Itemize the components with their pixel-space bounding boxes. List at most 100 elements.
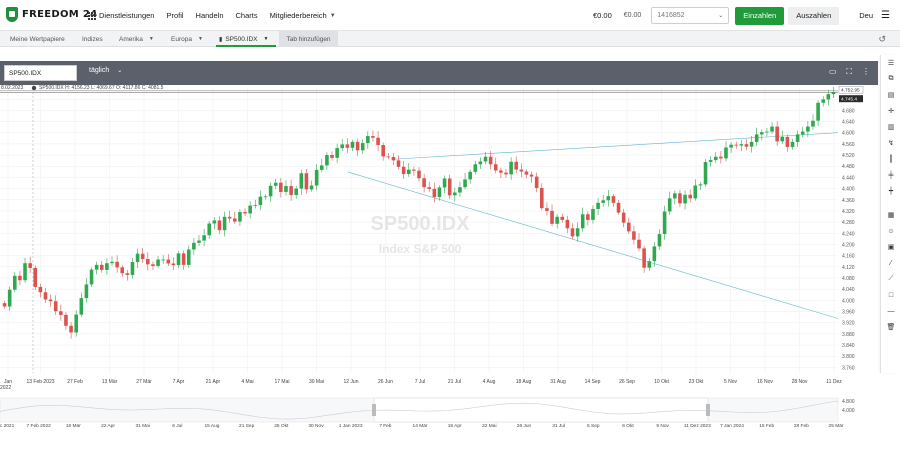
candle-body bbox=[294, 188, 298, 196]
price-tick-label: 4.240 bbox=[842, 231, 855, 237]
date-tick-label: 17 Mai bbox=[274, 379, 289, 385]
candle-body bbox=[749, 141, 754, 147]
trendline-icon[interactable]: ⁄ bbox=[890, 259, 892, 267]
candle-body bbox=[74, 314, 78, 333]
watermark-name: Index S&P 500 bbox=[379, 242, 462, 256]
candle-body bbox=[529, 174, 534, 177]
date-tick-label: 7 Jul bbox=[415, 379, 426, 385]
trash-icon[interactable]: 🗑 bbox=[886, 324, 896, 331]
tab-amerika[interactable]: Amerika ▼ bbox=[119, 35, 154, 43]
nav-date-label: 14 Mär bbox=[413, 423, 428, 429]
nav-date-label: 7 Feb bbox=[379, 423, 392, 429]
candle-body bbox=[217, 220, 222, 231]
interval-select[interactable]: täglich ⌄ bbox=[89, 67, 123, 74]
price-chart[interactable]: SP500.IDX Index S&P 500 4.7204.6804.6404… bbox=[0, 85, 878, 445]
nav-item-mitgliederbereich[interactable]: Mitgliederbereich ▼ bbox=[269, 11, 336, 20]
candle-body bbox=[816, 102, 820, 121]
candle-body bbox=[698, 184, 703, 186]
candle-body bbox=[540, 188, 544, 209]
nav-item-dienstleistungen[interactable]: Dienstleistungen bbox=[88, 11, 154, 20]
candle-body bbox=[724, 147, 728, 159]
price-tick-label: 4.080 bbox=[842, 276, 855, 282]
price-tick-label: 4.640 bbox=[842, 120, 855, 126]
candle-body bbox=[453, 192, 457, 196]
nav-date-label: 6 Okt bbox=[622, 423, 634, 429]
candle-body bbox=[222, 216, 227, 231]
plus-icon[interactable]: ✛ bbox=[888, 108, 894, 115]
candle-body bbox=[632, 231, 636, 240]
more-vertical-icon[interactable]: ⋮ bbox=[862, 67, 870, 76]
withdraw-button[interactable]: Auszahlen bbox=[788, 6, 840, 25]
horizontal-line-icon[interactable]: — bbox=[887, 307, 895, 315]
symbol-input[interactable]: SP500.IDX bbox=[4, 65, 77, 81]
bookmark-icon: ▮ bbox=[219, 36, 223, 43]
nav-item-handeln[interactable]: Handeln bbox=[195, 11, 224, 20]
candle-body bbox=[396, 160, 401, 167]
save-icon[interactable]: ▤ bbox=[887, 92, 895, 99]
nav-item-charts[interactable]: Charts bbox=[235, 11, 258, 20]
candle-body bbox=[314, 169, 319, 186]
price-tick-label: 4.360 bbox=[842, 198, 855, 204]
date-tick-label: 18 Aug bbox=[516, 379, 532, 385]
candle-body bbox=[355, 141, 360, 151]
candle-body bbox=[381, 145, 385, 157]
candle-body bbox=[499, 170, 503, 173]
date-tick-label: 5 Nov bbox=[724, 379, 738, 385]
candle-body bbox=[386, 156, 391, 158]
add-tab-button[interactable]: Tab hinzufügen bbox=[279, 31, 338, 47]
line-chart-icon[interactable]: ↯ bbox=[888, 140, 894, 147]
candle-body bbox=[616, 202, 621, 213]
nav-date-label: 25 Mär bbox=[829, 423, 844, 429]
tab-bar: Meine Wertpapiere Indizes Amerika ▼ Europ… bbox=[0, 31, 900, 47]
image-icon[interactable]: ▣ bbox=[887, 244, 895, 251]
candle-body bbox=[115, 261, 119, 268]
emoji-icon[interactable]: ☺ bbox=[887, 227, 895, 235]
candle-body bbox=[192, 242, 196, 250]
candle-body bbox=[667, 198, 672, 212]
nav-date-label: 22 Apr bbox=[101, 423, 115, 429]
candle-body bbox=[534, 176, 539, 189]
tab-meine-wertpapiere[interactable]: Meine Wertpapiere bbox=[10, 35, 65, 43]
candle-body bbox=[780, 136, 785, 142]
fullscreen-icon[interactable]: ⛶ bbox=[846, 67, 852, 76]
indicator-icon[interactable]: ╪ bbox=[888, 171, 894, 179]
nav-item-profil[interactable]: Profil bbox=[166, 11, 184, 20]
candle-body bbox=[765, 131, 769, 133]
navigator-series bbox=[0, 400, 839, 420]
ohlc-icon[interactable]: ┿ bbox=[888, 188, 894, 195]
grid-icon[interactable]: ▦ bbox=[887, 212, 895, 219]
candle-body bbox=[591, 208, 595, 220]
candle-body bbox=[181, 253, 186, 265]
chart-area[interactable]: SP500.IDX Index S&P 500 4.7204.6804.6404… bbox=[0, 85, 878, 445]
layers-icon[interactable]: ⧉ bbox=[888, 75, 894, 82]
candles-icon[interactable]: ┃ bbox=[888, 156, 894, 163]
nav-price-label: 4.800 bbox=[842, 399, 855, 405]
watermark-symbol: SP500.IDX bbox=[371, 213, 471, 235]
nav-date-label: 31 Jul bbox=[552, 423, 565, 429]
candle-body bbox=[800, 131, 805, 135]
ray-icon[interactable]: ⟋ bbox=[888, 275, 894, 282]
tab-europa[interactable]: Europa ▼ bbox=[171, 35, 203, 43]
bar-chart-icon[interactable]: ▥ bbox=[887, 124, 895, 131]
candle-body bbox=[166, 259, 171, 264]
candle-body bbox=[135, 253, 140, 263]
deposit-button[interactable]: Einzahlen bbox=[735, 6, 785, 25]
candle-body bbox=[488, 156, 493, 165]
date-tick-label: 13 Mär bbox=[102, 379, 118, 385]
brand-logo[interactable]: FREEDOM 24 bbox=[6, 7, 97, 22]
rectangle-icon[interactable]: □ bbox=[888, 291, 894, 299]
screenshot-icon[interactable]: ▭ bbox=[828, 67, 837, 76]
list-icon[interactable]: ☰ bbox=[887, 60, 895, 67]
tab-sp500[interactable]: ▮ SP500.IDX ▼ bbox=[219, 35, 269, 43]
account-select[interactable]: 1416852 ⌄ bbox=[651, 7, 730, 24]
upper-trendline bbox=[393, 132, 839, 160]
chart-toolbar: SP500.IDX täglich ⌄ ▭ ⛶ ⋮ bbox=[0, 61, 878, 85]
language-select[interactable]: Deu bbox=[859, 11, 874, 20]
candle-body bbox=[345, 144, 350, 148]
hamburger-menu-icon[interactable]: ☰ bbox=[881, 10, 890, 21]
chevron-down-icon: ▼ bbox=[263, 36, 269, 42]
price-tick-label: 4.160 bbox=[842, 254, 855, 260]
history-icon[interactable]: ↺ bbox=[878, 34, 886, 44]
tab-indizes[interactable]: Indizes bbox=[82, 35, 103, 43]
price-tick-label: 3.840 bbox=[842, 343, 855, 349]
